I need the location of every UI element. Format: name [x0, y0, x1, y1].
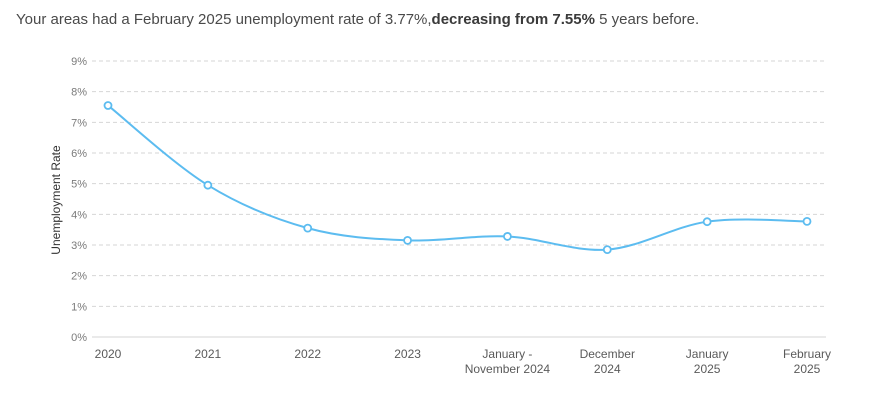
- x-tick-label: January -November 2024: [465, 347, 551, 376]
- data-point[interactable]: [702, 217, 712, 227]
- y-tick-label: 0%: [71, 332, 87, 344]
- headline: Your areas had a February 2025 unemploym…: [16, 11, 699, 28]
- headline-emphasis: decreasing from 7.55%: [431, 11, 595, 28]
- headline-suffix: 5 years before.: [594, 11, 700, 28]
- headline-prefix: Your areas had a February 2025 unemploym…: [16, 11, 432, 28]
- y-tick-label: 5%: [71, 179, 87, 191]
- y-axis-ticks: 0% 1% 2% 3% 4% 5% 6% 7% 8% 9%: [71, 56, 87, 344]
- data-point[interactable]: [403, 235, 412, 245]
- x-tick-label: 2020: [95, 347, 122, 361]
- data-point[interactable]: [503, 232, 512, 241]
- x-tick-label: 2023: [394, 347, 421, 361]
- data-point[interactable]: [303, 223, 313, 233]
- x-tick-label: 2021: [195, 347, 222, 361]
- y-tick-label: 9%: [71, 56, 87, 68]
- series-line: [107, 104, 808, 251]
- x-tick-label: February 2025: [783, 347, 831, 376]
- y-tick-label: 8%: [71, 87, 87, 99]
- grid-layer: [92, 60, 826, 338]
- y-tick-label: 3%: [71, 240, 87, 252]
- x-tick-label: December 2024: [580, 347, 635, 376]
- y-axis-label: Unemployment Rate: [49, 145, 63, 255]
- data-point[interactable]: [802, 216, 812, 226]
- x-tick-label: 2022: [294, 347, 321, 361]
- y-tick-label: 1%: [71, 301, 87, 313]
- data-point[interactable]: [103, 101, 113, 110]
- y-tick-label: 4%: [71, 209, 87, 221]
- y-tick-label: 7%: [71, 117, 87, 129]
- y-tick-label: 6%: [71, 148, 87, 160]
- y-tick-label: 2%: [71, 271, 87, 283]
- data-points: [103, 101, 812, 255]
- data-point[interactable]: [203, 180, 213, 190]
- x-tick-label: January 2025: [686, 347, 729, 376]
- data-point[interactable]: [602, 245, 612, 255]
- x-axis-ticks: 2020 2021 2022 2023 January -November 2024 De…: [95, 347, 831, 376]
